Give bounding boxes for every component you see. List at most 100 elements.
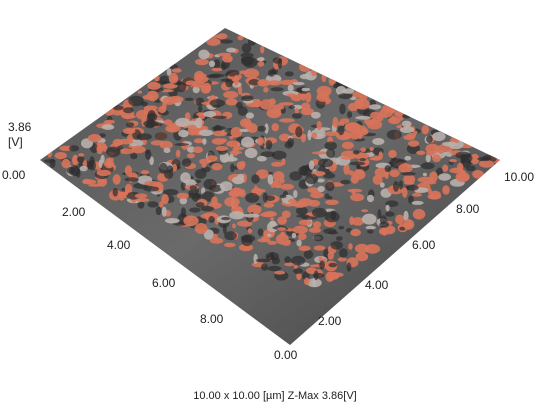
texture-grain (369, 104, 381, 109)
texture-grain (193, 147, 203, 154)
texture-grain (176, 150, 181, 158)
texture-grain (172, 68, 182, 73)
texture-grain (220, 39, 233, 43)
texture-grain (321, 73, 326, 82)
left-tick-label: 0.00 (2, 168, 26, 182)
texture-grain (102, 124, 114, 130)
texture-grain (147, 113, 157, 122)
texture-grain (353, 150, 360, 154)
texture-grain (271, 87, 284, 91)
texture-grain (202, 138, 206, 145)
texture-grain (402, 187, 407, 198)
texture-grain (370, 112, 381, 120)
texture-grain (442, 142, 457, 147)
texture-grain (412, 193, 422, 197)
texture-grain (338, 257, 347, 261)
texture-grain (338, 226, 344, 230)
texture-grain (209, 74, 224, 78)
texture-grain (355, 116, 371, 120)
texture-grain (47, 150, 52, 158)
texture-grain (199, 130, 213, 137)
texture-grain (195, 169, 207, 179)
texture-grain (273, 171, 284, 182)
texture-grain (241, 57, 254, 66)
texture-grain (172, 164, 177, 171)
texture-grain (269, 221, 277, 228)
texture-grain (313, 234, 323, 241)
texture-grain (268, 174, 274, 184)
texture-grain (293, 190, 297, 198)
left-tick-label: 4.00 (107, 238, 131, 252)
texture-grain (224, 197, 240, 207)
texture-grain (88, 134, 102, 142)
texture-grain (158, 106, 166, 113)
texture-grain (270, 217, 274, 220)
texture-grain (416, 151, 425, 155)
texture-grain (328, 251, 334, 260)
texture-grain (268, 255, 275, 261)
texture-grain (348, 243, 353, 250)
texture-grain (261, 236, 269, 242)
texture-grain (373, 156, 381, 161)
texture-grain (302, 88, 311, 92)
texture-grain (234, 75, 239, 86)
texture-grain (284, 263, 294, 267)
texture-grain (189, 207, 201, 212)
texture-grain (164, 148, 171, 153)
texture-grain (272, 123, 279, 131)
texture-grain (247, 123, 258, 133)
texture-grain (329, 263, 338, 268)
texture-grain (274, 271, 285, 275)
texture-grain (423, 173, 427, 176)
texture-grain (432, 132, 445, 141)
texture-grain (123, 107, 134, 113)
texture-grain (198, 106, 203, 112)
texture-grain (113, 188, 118, 197)
z-max-label: 3.86 (8, 120, 32, 134)
texture-grain (237, 161, 245, 170)
texture-grain (342, 142, 354, 150)
left-tick-label: 6.00 (152, 276, 176, 290)
right-tick-label: 8.00 (456, 202, 480, 216)
texture-grain (196, 202, 205, 208)
texture-grain (194, 71, 204, 81)
texture-grain (312, 151, 328, 154)
texture-grain (279, 118, 295, 122)
texture-grain (387, 130, 402, 140)
texture-grain (298, 233, 307, 240)
texture-grain (288, 85, 294, 92)
texture-grain (304, 250, 314, 259)
texture-grain (185, 98, 194, 101)
texture-grain (187, 153, 195, 158)
texture-grain (130, 153, 137, 159)
texture-grain (311, 132, 317, 138)
texture-grain (228, 57, 232, 62)
texture-grain (314, 270, 319, 280)
texture-grain (308, 200, 320, 207)
texture-grain (408, 140, 419, 147)
texture-grain (208, 216, 214, 223)
texture-grain (328, 231, 338, 235)
texture-grain (341, 156, 355, 160)
texture-grain (304, 278, 310, 286)
texture-grain (285, 71, 294, 76)
texture-grain (226, 98, 238, 105)
texture-grain (257, 79, 270, 87)
texture-grain (404, 182, 415, 185)
texture-grain (236, 102, 243, 109)
texture-grain (284, 256, 291, 263)
texture-grain (308, 130, 312, 141)
texture-grain (433, 146, 439, 150)
texture-grain (241, 235, 255, 243)
texture-grain (280, 184, 294, 190)
texture-grain (296, 240, 301, 247)
texture-grain (105, 108, 114, 116)
texture-grain (143, 186, 159, 191)
texture-grain (466, 165, 476, 171)
texture-grain (339, 248, 348, 258)
texture-grain (329, 76, 335, 85)
texture-grain (351, 174, 359, 183)
texture-grain (388, 150, 397, 158)
texture-grain (293, 226, 308, 234)
texture-grain (155, 132, 168, 140)
